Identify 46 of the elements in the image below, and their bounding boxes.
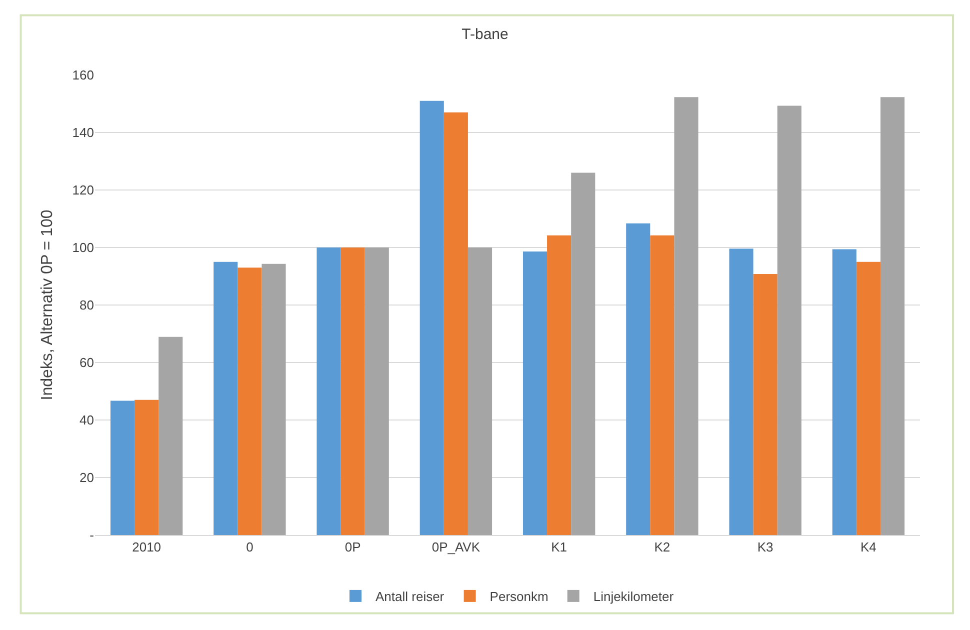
x-tick-label: K3 [757, 540, 774, 555]
bar [262, 264, 286, 535]
bar [753, 274, 778, 535]
legend-label: Linjekilometer [593, 589, 674, 604]
x-tick-label: K4 [860, 540, 876, 555]
bar [364, 248, 389, 535]
bar [674, 97, 698, 535]
bar [316, 248, 341, 535]
y-axis-title: Indeks, Alternativ 0P = 100 [39, 210, 56, 400]
x-tick-label: 0 [246, 540, 254, 555]
y-tick-label: 40 [80, 412, 94, 428]
y-tick-label: 80 [80, 298, 94, 313]
bar [880, 97, 905, 535]
bar [158, 336, 183, 535]
bar [856, 262, 880, 535]
bar [522, 252, 548, 535]
bar [468, 248, 492, 535]
bar [777, 106, 802, 535]
bar [729, 248, 754, 535]
bar [110, 400, 135, 535]
bar [626, 223, 650, 535]
legend-label: Personkm [490, 589, 548, 604]
chart-title: T-bane [462, 26, 508, 43]
bar [571, 172, 596, 535]
y-tick-label: 20 [80, 470, 94, 486]
bar [650, 235, 674, 535]
bar [547, 235, 572, 535]
y-tick-label: 100 [72, 240, 94, 256]
x-tick-label: 0P_AVK [432, 540, 480, 555]
y-tick-label: 120 [72, 182, 94, 198]
bar [214, 262, 238, 535]
bar [444, 112, 468, 535]
x-tick-label: K1 [551, 540, 568, 555]
legend-label: Antall reiser [376, 589, 445, 604]
bar [832, 249, 856, 535]
bar [238, 268, 262, 535]
bar [134, 400, 159, 535]
bar [340, 248, 365, 535]
bar [420, 100, 444, 535]
y-tick-label: - [90, 528, 94, 543]
x-tick-label: K2 [654, 540, 670, 555]
y-tick-label: 160 [72, 68, 94, 83]
x-tick-label: 2010 [132, 540, 162, 555]
y-tick-label: 60 [80, 355, 94, 370]
y-tick-label: 140 [72, 125, 94, 140]
x-tick-label: 0P [344, 540, 361, 555]
